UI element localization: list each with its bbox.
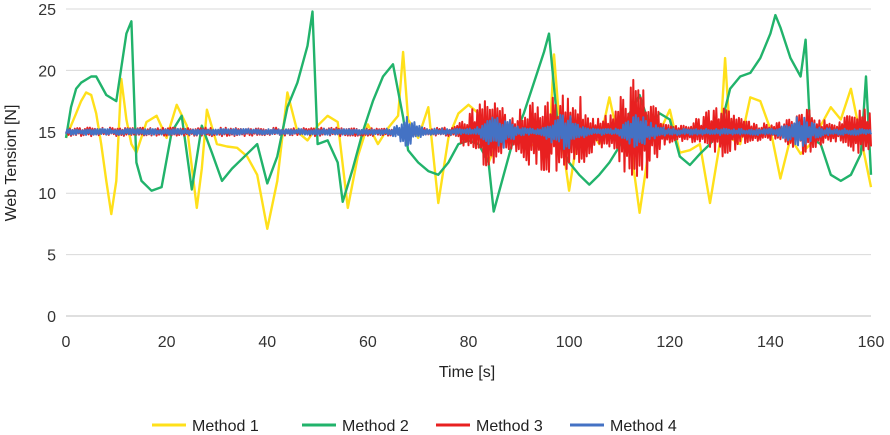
x-tick-label: 120 (656, 334, 683, 351)
y-axis-ticks: 0 5 10 15 20 25 (38, 2, 56, 326)
x-axis-ticks: 0 20 40 60 80 100 120 140 160 (62, 334, 885, 351)
x-tick-label: 20 (158, 334, 176, 351)
legend-label: Method 2 (342, 418, 409, 435)
legend-label: Method 1 (192, 418, 259, 435)
series-line-method-4 (65, 113, 872, 150)
y-tick-label: 25 (38, 2, 56, 19)
series-line-method-2 (64, 10, 873, 213)
x-tick-label: 60 (359, 334, 377, 351)
y-axis-title: Web Tension [N] (3, 105, 20, 222)
x-tick-label: 160 (858, 334, 885, 351)
x-tick-label: 140 (757, 334, 784, 351)
series-line-method-1 (64, 50, 873, 230)
y-tick-label: 10 (38, 186, 56, 203)
legend: Method 1 Method 2 Method 3 Method 4 (152, 418, 677, 435)
legend-label: Method 3 (476, 418, 543, 435)
gridlines (66, 8, 871, 317)
x-axis-title: Time [s] (439, 364, 495, 381)
y-tick-label: 15 (38, 125, 56, 142)
x-tick-label: 100 (556, 334, 583, 351)
x-tick-label: 80 (460, 334, 478, 351)
y-tick-label: 20 (38, 63, 56, 80)
y-tick-label: 0 (47, 309, 56, 326)
x-tick-label: 0 (62, 334, 71, 351)
y-tick-label: 5 (47, 248, 56, 265)
series-layer (64, 10, 873, 230)
x-tick-label: 40 (258, 334, 276, 351)
legend-label: Method 4 (610, 418, 677, 435)
